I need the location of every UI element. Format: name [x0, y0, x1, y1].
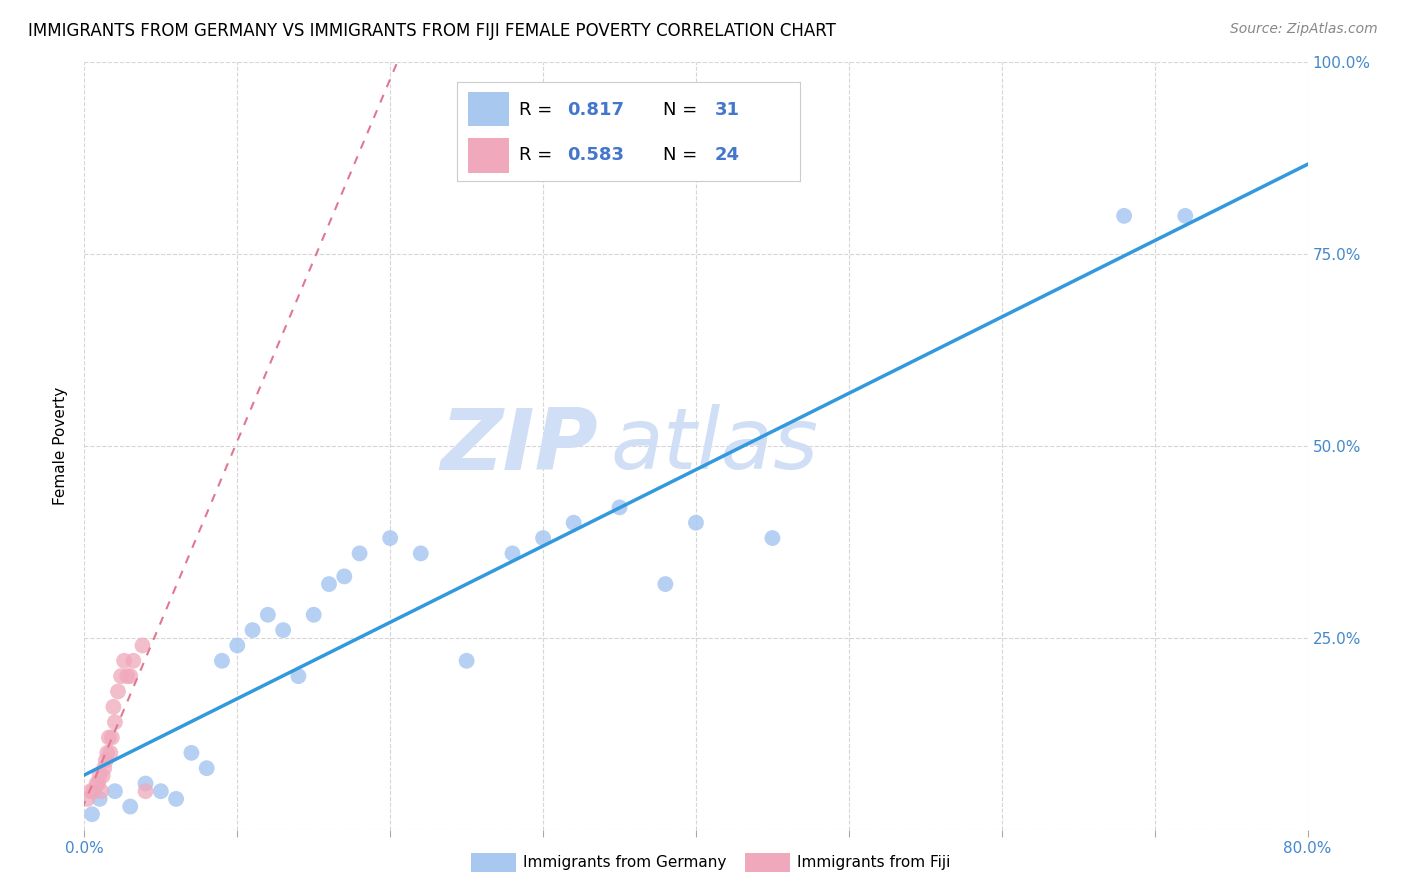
Point [1174, 209, 1197, 223]
Point [120, 669, 142, 683]
Point [333, 569, 356, 583]
Point [103, 699, 125, 714]
Point [120, 799, 142, 814]
Point [97, 731, 120, 745]
Point [349, 546, 371, 560]
Point [502, 546, 524, 560]
Point [271, 623, 294, 637]
Point [211, 654, 233, 668]
Point [654, 577, 676, 591]
Point [93, 761, 115, 775]
Point [101, 731, 124, 745]
Point [380, 531, 402, 545]
Point [242, 623, 264, 637]
Point [287, 669, 309, 683]
Point [96, 746, 118, 760]
Point [80, 807, 103, 822]
Point [104, 715, 127, 730]
Point [226, 639, 249, 653]
Point [90, 784, 112, 798]
Point [318, 577, 340, 591]
Point [302, 607, 325, 622]
Point [112, 654, 135, 668]
Point [195, 761, 218, 775]
Point [562, 516, 585, 530]
Text: IMMIGRANTS FROM GERMANY VS IMMIGRANTS FROM FIJI FEMALE POVERTY CORRELATION CHART: IMMIGRANTS FROM GERMANY VS IMMIGRANTS FR… [28, 22, 837, 40]
Point [91, 769, 114, 783]
Text: atlas: atlas [610, 404, 818, 488]
Point [89, 792, 111, 806]
Point [110, 669, 132, 683]
Point [180, 746, 202, 760]
Point [122, 654, 145, 668]
Point [86, 776, 108, 790]
Point [135, 784, 157, 798]
Point [83, 784, 105, 798]
Point [257, 607, 280, 622]
Text: Immigrants from Fiji: Immigrants from Fiji [797, 855, 950, 870]
Point [149, 784, 172, 798]
Text: Immigrants from Germany: Immigrants from Germany [523, 855, 727, 870]
Point [79, 784, 101, 798]
Point [76, 792, 98, 806]
Point [89, 769, 111, 783]
Point [1114, 209, 1136, 223]
Point [531, 531, 554, 545]
Point [456, 654, 478, 668]
Point [115, 669, 138, 683]
Text: Source: ZipAtlas.com: Source: ZipAtlas.com [1230, 22, 1378, 37]
Point [104, 784, 127, 798]
Point [107, 684, 129, 698]
Text: ZIP: ZIP [440, 404, 598, 488]
Point [409, 546, 432, 560]
Point [98, 746, 121, 760]
Point [761, 531, 783, 545]
Y-axis label: Female Poverty: Female Poverty [53, 387, 69, 505]
Point [87, 776, 110, 790]
Point [685, 516, 707, 530]
Point [135, 776, 157, 790]
Point [609, 500, 631, 515]
Point [165, 792, 187, 806]
Point [131, 639, 153, 653]
Point [94, 754, 117, 768]
